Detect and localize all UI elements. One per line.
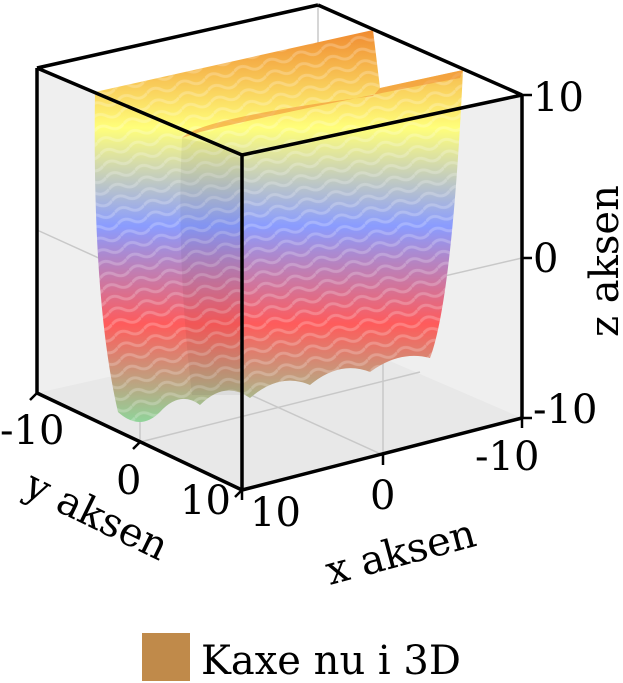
x-tick-label: 0 (370, 473, 395, 519)
z-axis-label: z aksen (582, 185, 623, 337)
y-axis-label: y aksen (17, 461, 176, 570)
surface-trough-shade (180, 138, 240, 395)
tick-marks (29, 93, 532, 500)
box-frame (35, 3, 524, 492)
z-tick-labels: -10 0 10 (533, 75, 597, 433)
z-tick-label: 10 (533, 75, 584, 121)
x-tick-label: 10 (250, 490, 301, 536)
z-tick-label: -10 (533, 387, 597, 433)
y-tick-labels: -10 0 10 (0, 408, 231, 524)
surface-front-ridge (182, 70, 463, 138)
x-axis-label: x aksen (321, 511, 481, 595)
x-tick-labels: 10 0 -10 (250, 434, 539, 536)
legend-label: Kaxe nu i 3D (201, 638, 461, 683)
y-tick-label: 10 (180, 478, 231, 524)
legend: Kaxe nu i 3D (142, 633, 461, 683)
y-tick-label: 0 (116, 458, 141, 504)
y-tick-label: -10 (0, 408, 64, 454)
z-tick-label: 0 (533, 236, 558, 282)
x-tick-label: -10 (475, 434, 539, 480)
legend-swatch (142, 633, 190, 681)
